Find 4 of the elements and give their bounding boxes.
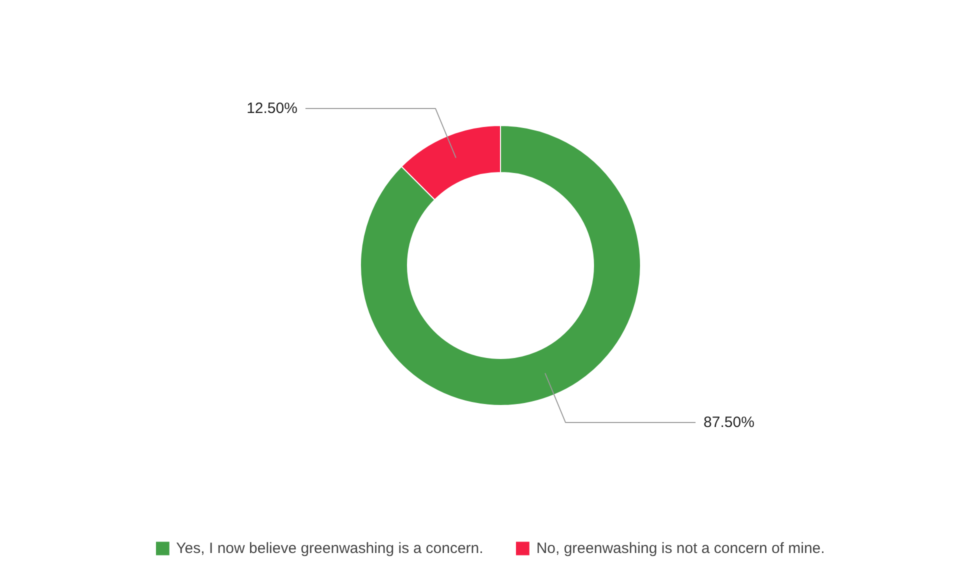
legend-label: Yes, I now believe greenwashing is a concern. <box>176 540 484 556</box>
legend-label: No, greenwashing is not a concern of mine. <box>536 540 825 556</box>
data-label: 87.50% <box>704 414 754 432</box>
data-label: 12.50% <box>246 100 298 117</box>
